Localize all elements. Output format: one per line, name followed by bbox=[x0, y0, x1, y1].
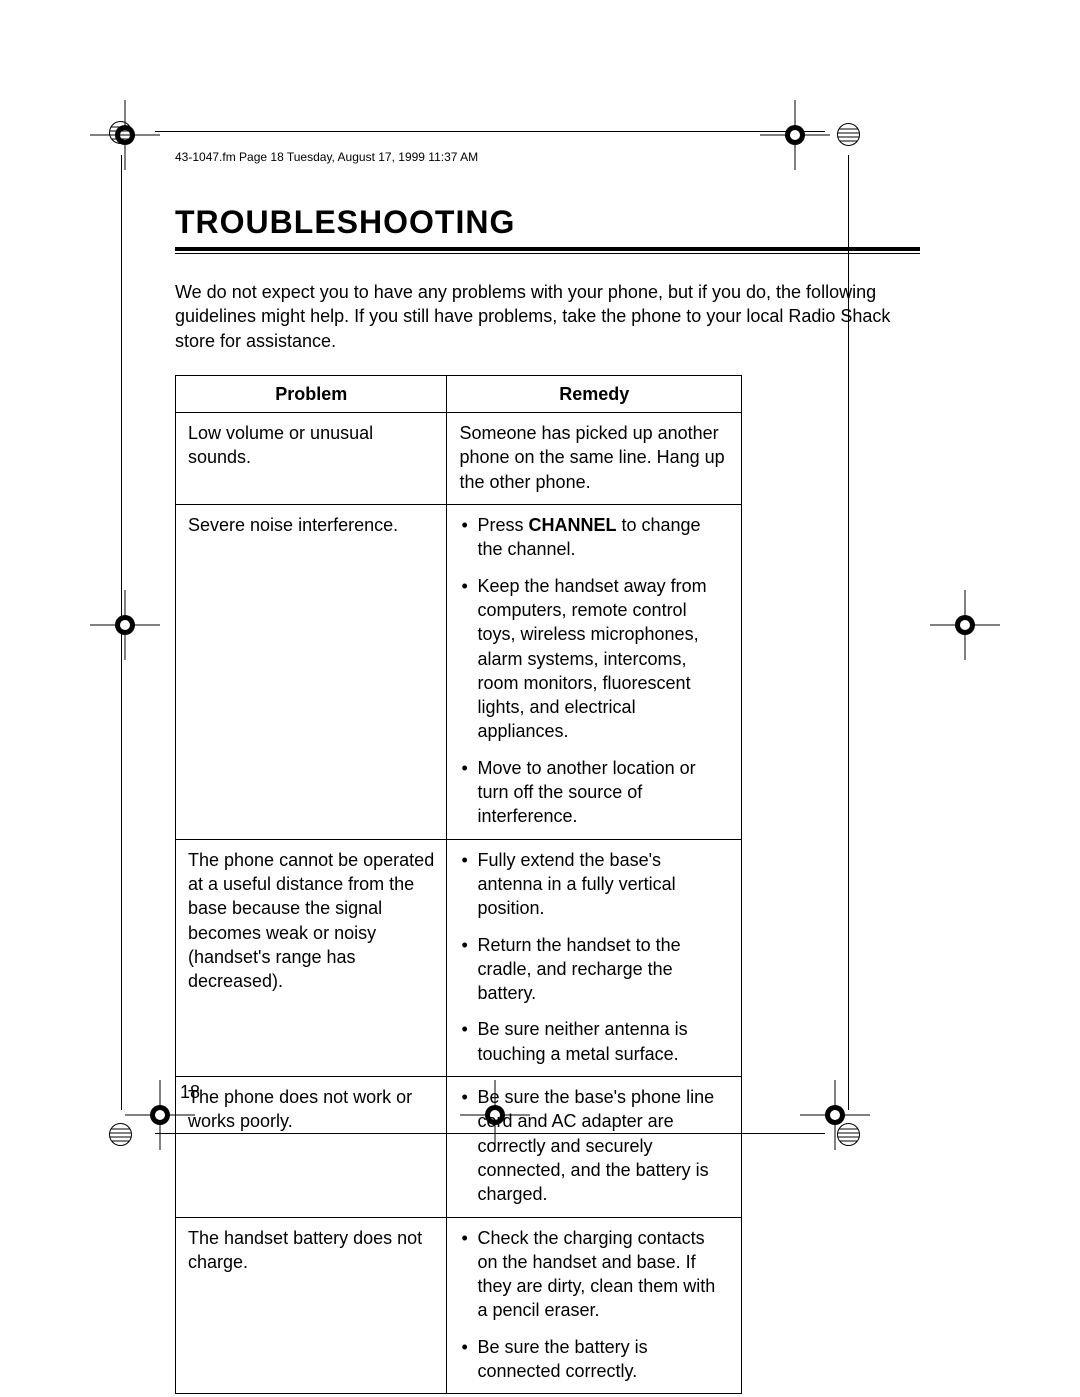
crop-mark-icon bbox=[90, 100, 160, 170]
problem-cell: The phone does not work or works poorly. bbox=[176, 1077, 447, 1217]
troubleshooting-table: Problem Remedy Low volume or unusual sou… bbox=[175, 375, 742, 1394]
remedy-cell: Be sure the base's phone line cord and A… bbox=[447, 1077, 742, 1217]
table-row: Severe noise interference.Press CHANNEL … bbox=[176, 505, 742, 840]
table-row: Low volume or unusual sounds.Someone has… bbox=[176, 413, 742, 505]
remedy-item: Keep the handset away from computers, re… bbox=[459, 574, 729, 744]
remedy-list: Be sure the base's phone line cord and A… bbox=[459, 1085, 729, 1206]
table-header-row: Problem Remedy bbox=[176, 375, 742, 412]
crop-mark-icon bbox=[90, 590, 160, 660]
frame-line-top bbox=[155, 131, 825, 132]
problem-cell: The phone cannot be operated at a useful… bbox=[176, 839, 447, 1076]
remedy-item: Check the charging contacts on the hands… bbox=[459, 1226, 729, 1323]
col-header-remedy: Remedy bbox=[447, 375, 742, 412]
remedy-cell: Fully extend the base's antenna in a ful… bbox=[447, 839, 742, 1076]
table-row: The phone does not work or works poorly.… bbox=[176, 1077, 742, 1217]
remedy-item: Fully extend the base's antenna in a ful… bbox=[459, 848, 729, 921]
remedy-item: Be sure the battery is connected correct… bbox=[459, 1335, 729, 1384]
remedy-cell: Someone has picked up another phone on t… bbox=[447, 413, 742, 505]
table-row: The phone cannot be operated at a useful… bbox=[176, 839, 742, 1076]
page-number: 18 bbox=[180, 1082, 200, 1103]
problem-cell: Severe noise interference. bbox=[176, 505, 447, 840]
remedy-list: Check the charging contacts on the hands… bbox=[459, 1226, 729, 1384]
remedy-cell: Check the charging contacts on the hands… bbox=[447, 1217, 742, 1394]
corner-registration-icon bbox=[108, 120, 133, 145]
col-header-problem: Problem bbox=[176, 375, 447, 412]
remedy-cell: Press CHANNEL to change the channel. Keep… bbox=[447, 505, 742, 840]
remedy-list: Fully extend the base's antenna in a ful… bbox=[459, 848, 729, 1066]
remedy-item: Be sure neither antenna is touching a me… bbox=[459, 1017, 729, 1066]
title-underline bbox=[175, 247, 920, 254]
table-row: The handset battery does not charge.Chec… bbox=[176, 1217, 742, 1394]
corner-registration-icon bbox=[836, 122, 861, 147]
crop-mark-icon bbox=[930, 590, 1000, 660]
remedy-list: Press CHANNEL to change the channel. Keep… bbox=[459, 513, 729, 829]
remedy-item: Be sure the base's phone line cord and A… bbox=[459, 1085, 729, 1206]
remedy-item: Move to another location or turn off the… bbox=[459, 756, 729, 829]
page-title: TROUBLESHOOTING bbox=[175, 204, 920, 241]
problem-cell: Low volume or unusual sounds. bbox=[176, 413, 447, 505]
page-content: 43-1047.fm Page 18 Tuesday, August 17, 1… bbox=[175, 150, 920, 1394]
intro-paragraph: We do not expect you to have any problem… bbox=[175, 280, 920, 353]
remedy-item: Press CHANNEL to change the channel. bbox=[459, 513, 729, 562]
frame-line-left bbox=[121, 155, 122, 1110]
corner-registration-icon bbox=[108, 1122, 133, 1147]
problem-cell: The handset battery does not charge. bbox=[176, 1217, 447, 1394]
page-header-meta: 43-1047.fm Page 18 Tuesday, August 17, 1… bbox=[175, 150, 920, 164]
remedy-item: Return the handset to the cradle, and re… bbox=[459, 933, 729, 1006]
keyword: CHANNEL bbox=[529, 515, 617, 535]
